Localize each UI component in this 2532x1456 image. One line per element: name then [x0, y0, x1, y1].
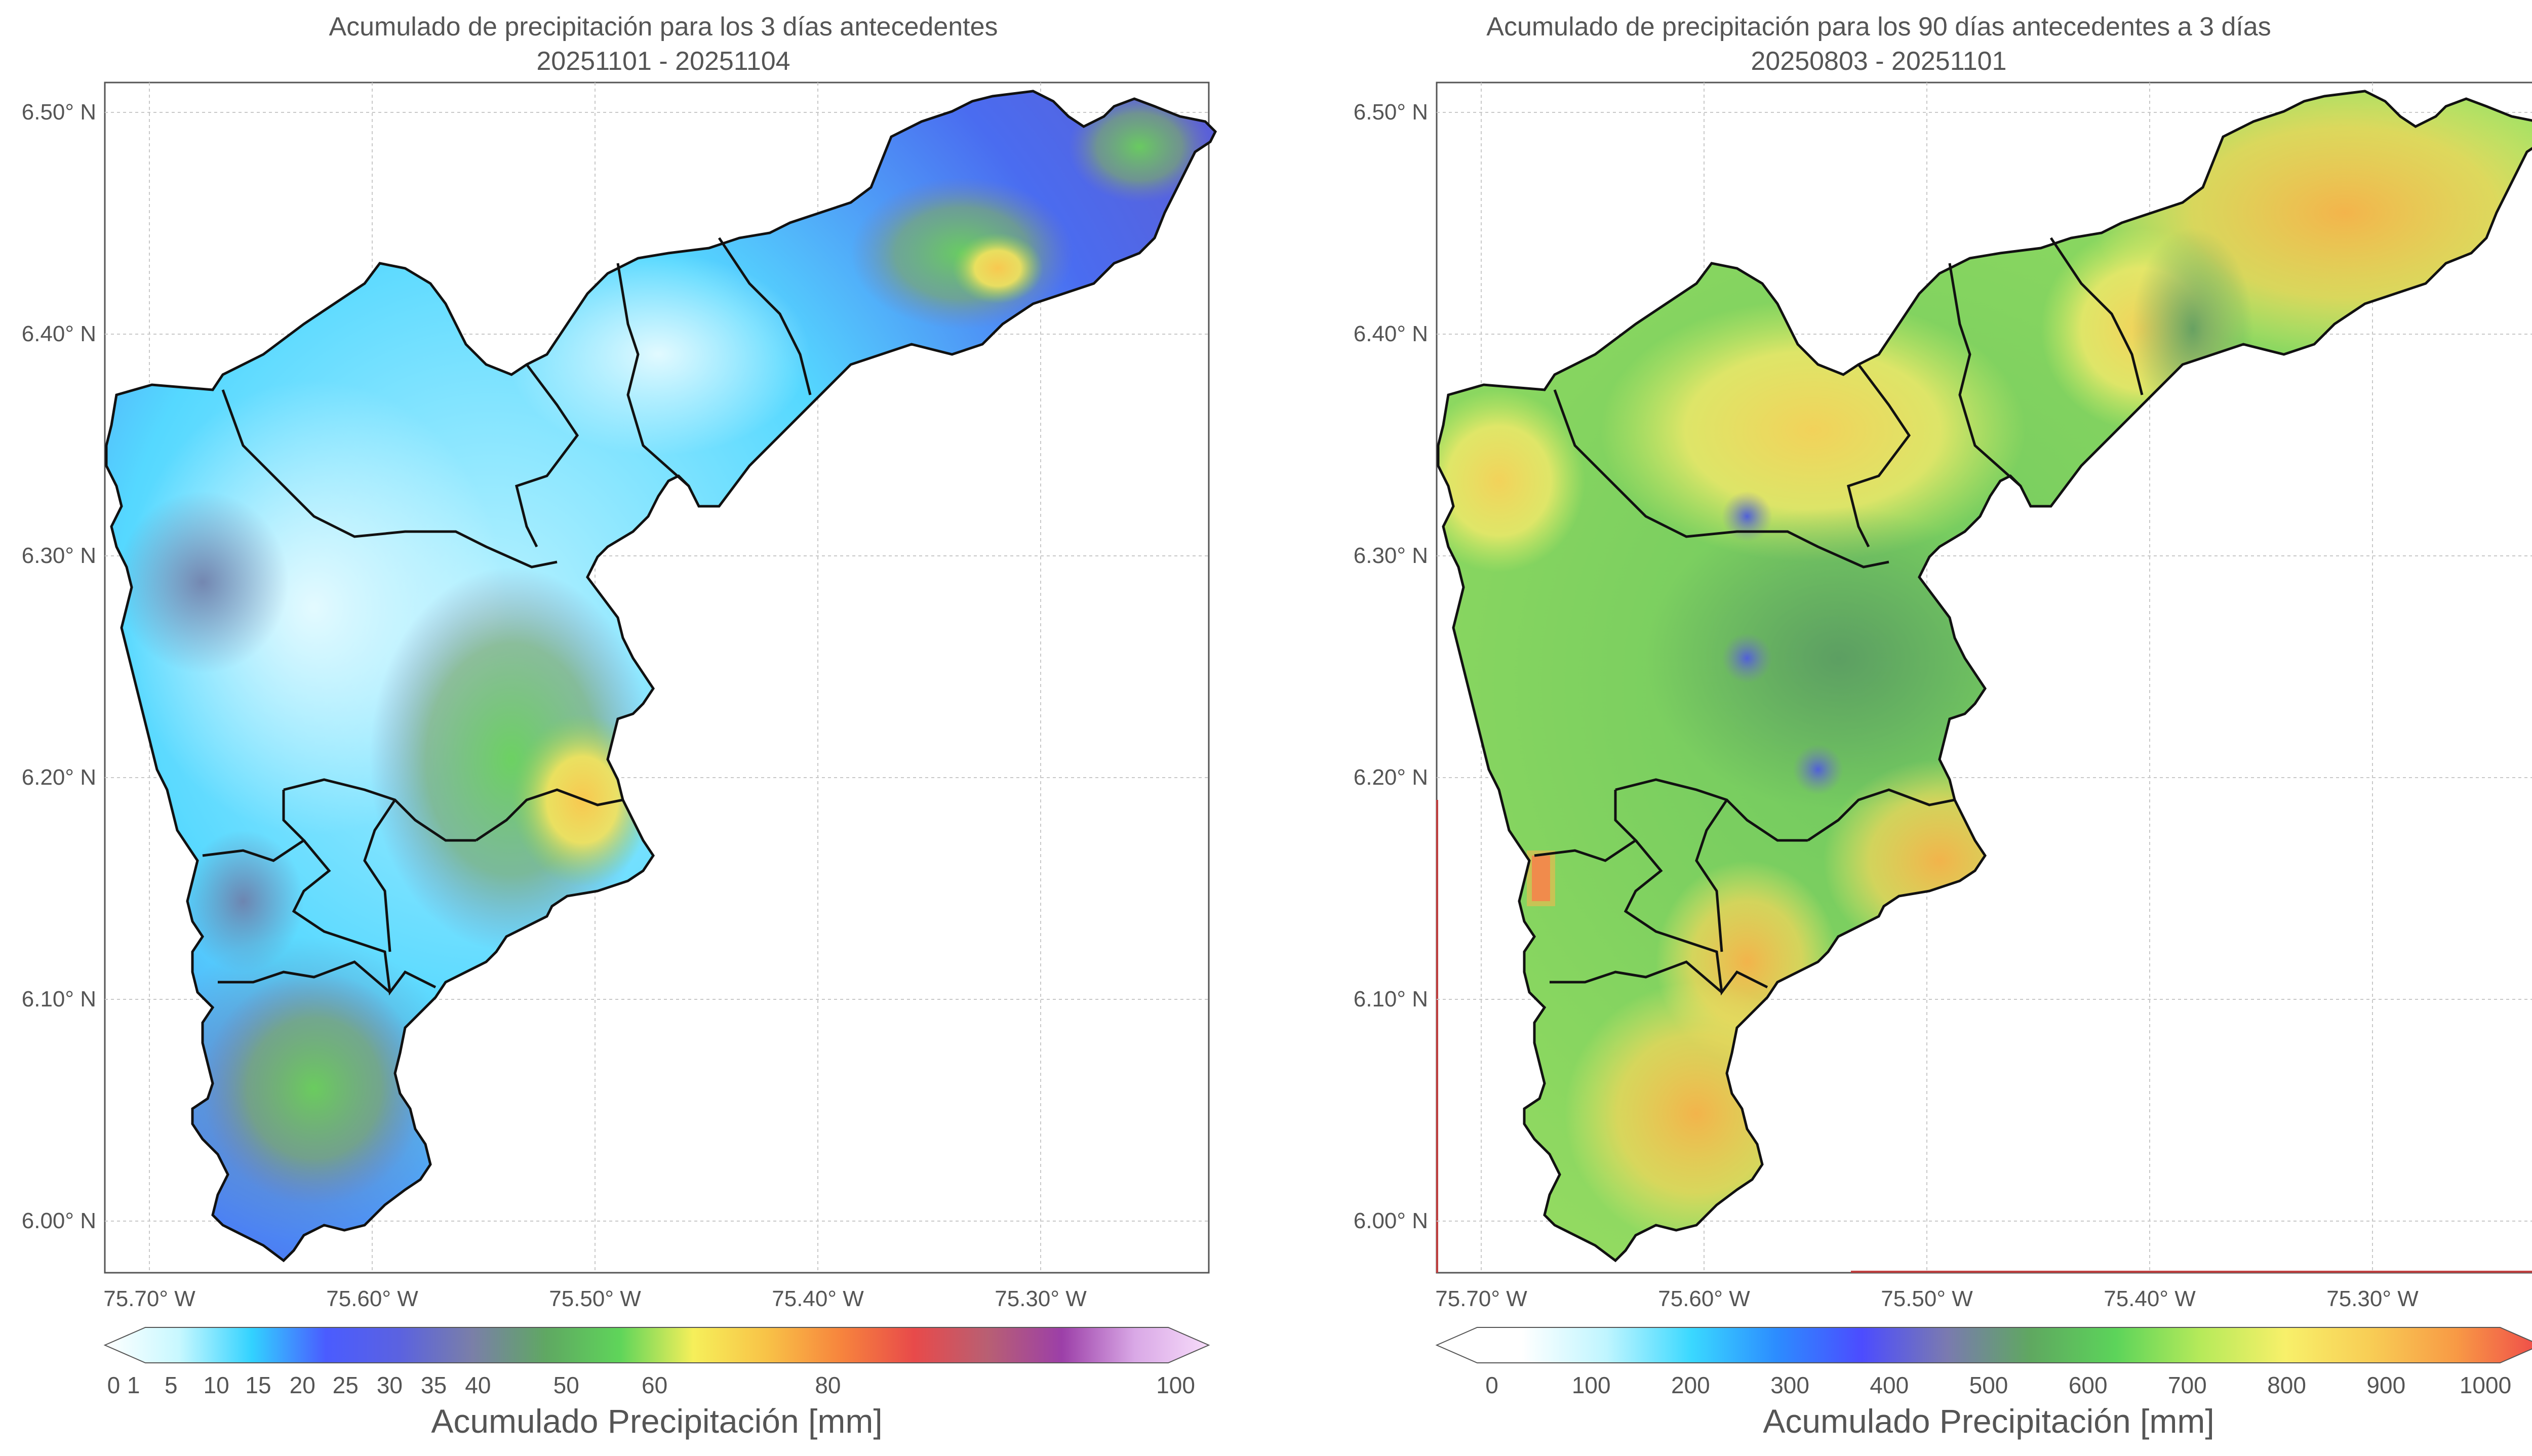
colorbar-tick-label: 20: [290, 1372, 315, 1398]
left-colorbar-bar: [103, 1327, 1210, 1363]
left-lon-tick-4: 75.40° W: [772, 1286, 864, 1311]
colorbar-tick-label: 25: [333, 1372, 359, 1398]
colorbar-tick-label: 900: [2366, 1372, 2405, 1398]
right-colorbar-ticks: 0 100 200 300 400 500 600 700 800 900 1000: [1485, 1372, 2511, 1398]
left-lat-ticks: 6.50° N 6.40° N 6.30° N 6.20° N 6.10° N …: [22, 100, 96, 1233]
colorbar-tick-label: 600: [2069, 1372, 2108, 1398]
left-lat-tick-5: 6.10° N: [22, 987, 96, 1012]
left-panel-title-line2: 20251101 - 20251104: [536, 47, 790, 76]
right-lat-tick-5: 6.10° N: [1354, 987, 1428, 1012]
colorbar-tick-label: 35: [421, 1372, 447, 1398]
colorbar-tick-label: 1000: [2460, 1372, 2511, 1398]
right-panel: Acumulado de precipitación para los 90 d…: [1354, 12, 2532, 1440]
left-lat-tick-3: 6.30° N: [22, 543, 96, 568]
colorbar-tick-label: 80: [815, 1372, 841, 1398]
left-basin-boundaries: [106, 91, 1215, 1261]
colorbar-tick-label: 5: [165, 1372, 178, 1398]
colorbar-tick-label: 400: [1870, 1372, 1909, 1398]
left-lat-tick-1: 6.50° N: [22, 100, 96, 125]
right-lon-tick-3: 75.50° W: [1881, 1286, 1973, 1311]
right-lon-tick-1: 75.70° W: [1435, 1286, 1527, 1311]
right-lat-tick-2: 6.40° N: [1354, 321, 1428, 346]
colorbar-tick-label: 100: [1572, 1372, 1611, 1398]
colorbar-tick-label: 1: [127, 1372, 140, 1398]
left-lat-tick-6: 6.00° N: [22, 1208, 96, 1233]
colorbar-tick-label: 40: [465, 1372, 491, 1398]
left-lon-tick-2: 75.60° W: [326, 1286, 418, 1311]
right-lon-tick-4: 75.40° W: [2104, 1286, 2196, 1311]
right-lat-tick-1: 6.50° N: [1354, 100, 1428, 125]
colorbar-tick-label: 800: [2267, 1372, 2306, 1398]
left-lon-ticks: 75.70° W 75.60° W 75.50° W 75.40° W 75.3…: [103, 1286, 1087, 1311]
right-basin-boundaries: [1438, 91, 2532, 1261]
right-lon-ticks: 75.70° W 75.60° W 75.50° W 75.40° W 75.3…: [1435, 1286, 2419, 1311]
right-lon-tick-2: 75.60° W: [1658, 1286, 1750, 1311]
right-lat-ticks: 6.50° N 6.40° N 6.30° N 6.20° N 6.10° N …: [1354, 100, 1428, 1233]
colorbar-tick-label: 30: [377, 1372, 403, 1398]
right-colorbar-label: Acumulado Precipitación [mm]: [1763, 1402, 2214, 1440]
left-colorbar-label: Acumulado Precipitación [mm]: [431, 1402, 882, 1440]
left-panel: Acumulado de precipitación para los 3 dí…: [22, 12, 1215, 1440]
left-lat-tick-2: 6.40° N: [22, 321, 96, 346]
colorbar-tick-label: 15: [245, 1372, 271, 1398]
colorbar-tick-label: 60: [642, 1372, 667, 1398]
colorbar-tick-label: 50: [553, 1372, 579, 1398]
right-lat-tick-6: 6.00° N: [1354, 1208, 1428, 1233]
colorbar-tick-label: 0: [107, 1372, 121, 1398]
left-colorbar-ticks: 0 1 5 10 15 20 25 30 35 40 50 60 80 100: [107, 1372, 1195, 1398]
right-lat-tick-4: 6.20° N: [1354, 765, 1428, 790]
colorbar-tick-label: 0: [1485, 1372, 1498, 1398]
right-panel-title-line1: Acumulado de precipitación para los 90 d…: [1486, 12, 2271, 42]
colorbar-tick-label: 500: [1969, 1372, 2008, 1398]
colorbar-tick-label: 700: [2168, 1372, 2207, 1398]
left-lon-tick-3: 75.50° W: [549, 1286, 641, 1311]
right-lon-tick-5: 75.30° W: [2326, 1286, 2419, 1311]
left-panel-title-line1: Acumulado de precipitación para los 3 dí…: [329, 12, 998, 42]
right-colorbar: 0 100 200 300 400 500 600 700 800 900 1000 Acumula…: [1435, 1327, 2532, 1440]
left-lon-tick-5: 75.30° W: [995, 1286, 1087, 1311]
colorbar-tick-label: 200: [1671, 1372, 1710, 1398]
colorbar-tick-label: 300: [1770, 1372, 1809, 1398]
colorbar-tick-label: 10: [204, 1372, 229, 1398]
right-colorbar-bar: [1435, 1327, 2532, 1363]
right-panel-title-line2: 20250803 - 20251101: [1751, 47, 2006, 76]
left-lat-tick-4: 6.20° N: [22, 765, 96, 790]
right-lat-tick-3: 6.30° N: [1354, 543, 1428, 568]
colorbar-tick-label: 100: [1156, 1372, 1195, 1398]
left-lon-tick-1: 75.70° W: [103, 1286, 195, 1311]
left-colorbar: 0 1 5 10 15 20 25 30 35 40 50 60 80 100 Acumulado Pre…: [103, 1327, 1210, 1440]
